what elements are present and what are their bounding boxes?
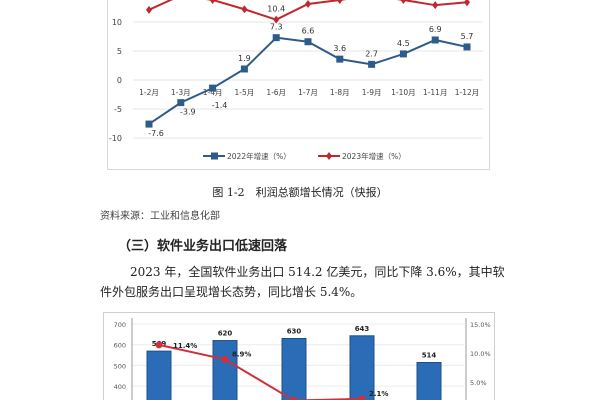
data-point (304, 38, 312, 46)
left-y-tick-label: 400 (114, 383, 126, 391)
data-label: -3.9 (180, 108, 196, 117)
right-y-tick-label: 10.0% (470, 350, 491, 358)
data-point (241, 5, 248, 14)
left-y-tick-label: 700 (114, 321, 126, 329)
data-point (177, 99, 185, 107)
growth-point (221, 355, 229, 363)
x-tick-label: 1-10月 (391, 88, 416, 97)
bar (416, 362, 442, 400)
y-tick-label: 0 (117, 76, 122, 85)
x-tick-label: 1-2月 (139, 88, 159, 97)
bar (281, 337, 307, 400)
left-y-tick-label: 500 (114, 362, 126, 370)
data-point (272, 34, 280, 42)
y-tick-label: 10 (112, 18, 122, 27)
data-label: 6.6 (302, 27, 315, 36)
data-label: 7.3 (270, 23, 283, 32)
data-point (368, 60, 376, 68)
growth-label: 11.4% (173, 342, 197, 350)
data-point (336, 0, 343, 4)
y-tick-label: 5 (117, 47, 122, 56)
data-source: 资料来源：工业和信息化部 (100, 211, 220, 222)
growth-point (155, 341, 163, 349)
data-point (399, 50, 407, 58)
growth-point (290, 397, 298, 400)
x-tick-label: 1-5月 (235, 88, 255, 97)
data-label: 4.5 (397, 39, 410, 48)
right-y-tick-label: 15.0% (470, 321, 491, 329)
right-y-tick-label: 5.0% (470, 379, 487, 387)
bar-label: 643 (355, 325, 370, 333)
profit-growth-line-chart: 10 5 0 -5 -10 1-2月 1-3月 1-4月 1-5月 1-6月 1-7月 1-8月 1-9… (107, 0, 490, 170)
legend-label: 2022年增速（%） (227, 151, 291, 161)
bar (146, 350, 172, 400)
data-label: -7.6 (148, 129, 164, 138)
data-label: 2.7 (365, 49, 378, 58)
data-label: 5.7 (461, 32, 474, 41)
left-y-tick-label: 600 (114, 342, 126, 350)
bar (212, 340, 238, 400)
data-point (146, 5, 152, 14)
data-label: 1.9 (238, 54, 251, 63)
section-heading: （三）软件业务出口低速回落 (118, 239, 288, 254)
data-point (145, 120, 153, 128)
data-point (209, 0, 216, 4)
y-tick-label: -10 (109, 134, 122, 143)
x-tick-label: 1-4月 (203, 88, 223, 97)
x-tick-label: 1-12月 (455, 88, 480, 97)
data-point (240, 65, 248, 73)
body-paragraph: 2023 年，全国软件业务出口 514.2 亿美元，同比下降 3.6%，其中软件… (100, 265, 505, 299)
data-label: 3.6 (333, 44, 346, 53)
growth-label: 2.1% (369, 390, 388, 398)
figure-caption: 图 1-2 利润总额增长情况（快报） (212, 186, 388, 199)
data-point (464, 0, 470, 7)
x-tick-label: 1-11月 (423, 88, 448, 97)
software-export-bar-chart: 70060050040015.0%10.0%5.0%56962063064351… (103, 312, 495, 400)
x-tick-label: 1-6月 (266, 88, 286, 97)
bar-label: 514 (422, 352, 437, 360)
data-point (336, 55, 344, 63)
legend-label: 2023年增速（%） (342, 151, 406, 161)
x-tick-label: 1-3月 (171, 88, 191, 97)
growth-line (158, 343, 363, 400)
data-label: 10.4 (267, 5, 285, 14)
data-label: -1.4 (212, 101, 228, 110)
data-point (209, 84, 217, 92)
legend-marker (211, 152, 218, 160)
x-tick-label: 1-7月 (298, 88, 318, 97)
bar-label: 620 (218, 330, 233, 338)
legend-marker (326, 152, 332, 160)
data-label: 6.9 (429, 25, 442, 34)
data-point (431, 36, 439, 44)
data-point (432, 1, 439, 10)
y-tick-label: -5 (114, 105, 122, 114)
bar (349, 335, 375, 400)
growth-point (358, 395, 366, 400)
growth-label: 8.9% (232, 350, 251, 358)
data-point (273, 15, 280, 24)
data-point (400, 0, 407, 4)
bar-label: 630 (287, 327, 302, 335)
x-tick-label: 1-9月 (362, 88, 382, 97)
data-point (463, 43, 471, 51)
data-point (305, 0, 311, 9)
x-tick-label: 1-8月 (330, 88, 350, 97)
